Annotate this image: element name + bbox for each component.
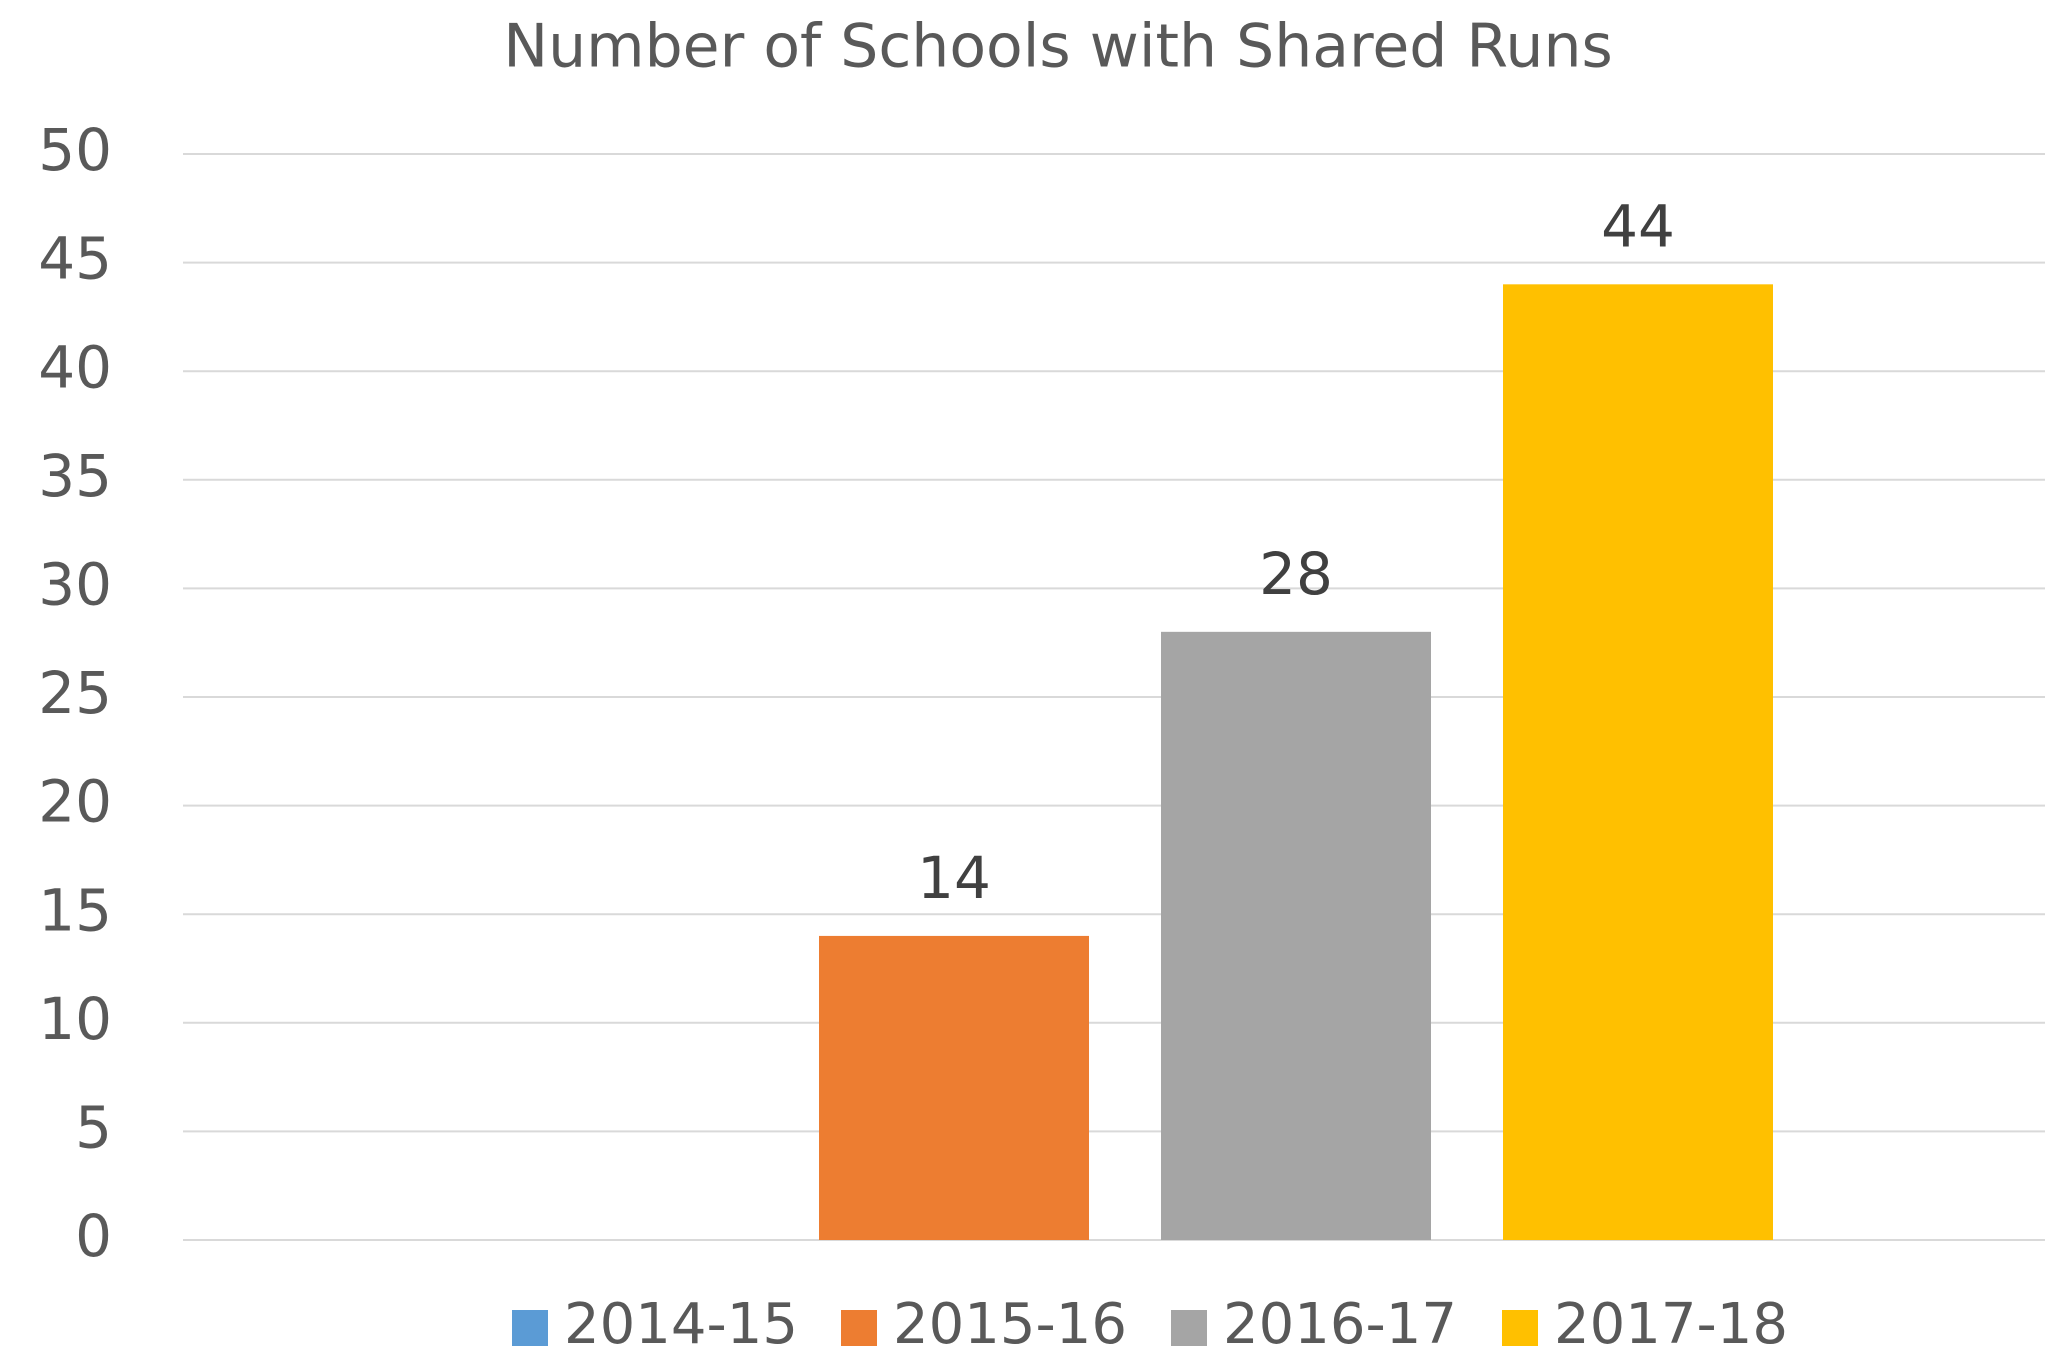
legend-swatch [512,1310,548,1346]
legend-swatch [841,1310,877,1346]
y-tick-label: 50 [38,116,112,184]
legend-swatch [1171,1310,1207,1346]
y-tick-label: 10 [38,985,112,1053]
y-tick-label: 35 [38,442,112,510]
bar [1161,631,1431,1240]
bar [1503,284,1773,1240]
y-tick-label: 5 [75,1094,112,1162]
data-label: 28 [1259,540,1333,608]
y-tick-label: 40 [38,333,112,401]
legend-swatch [1502,1310,1538,1346]
y-tick-label: 45 [38,225,112,293]
legend-label: 2014-15 [564,1292,798,1357]
data-label: 14 [917,844,991,912]
y-tick-label: 20 [38,768,112,836]
legend-label: 2015-16 [893,1292,1127,1357]
y-tick-label: 25 [38,659,112,727]
bar [819,935,1089,1240]
legend-label: 2016-17 [1223,1292,1457,1357]
y-tick-label: 0 [75,1202,112,1270]
data-label: 44 [1601,192,1675,260]
y-tick-label: 30 [38,551,112,619]
chart-title: Number of Schools with Shared Runs [503,12,1613,82]
legend-label: 2017-18 [1554,1292,1788,1357]
y-tick-label: 15 [38,876,112,944]
